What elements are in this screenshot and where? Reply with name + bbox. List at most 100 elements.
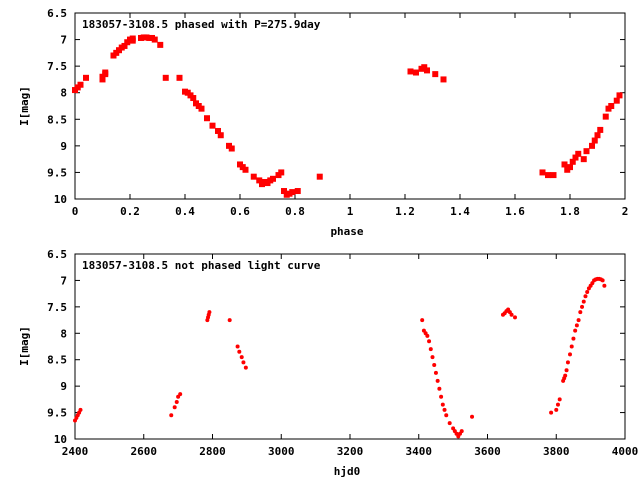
phased-y-tick-label: 7: [60, 34, 67, 47]
unphased-y-tick-label: 9.5: [47, 407, 67, 420]
unphased-data-point: [555, 402, 560, 407]
unphased-data-point: [571, 336, 576, 341]
phased-data-point: [575, 150, 582, 157]
phased-y-tick-label: 8: [60, 87, 67, 100]
unphased-data-point: [554, 407, 559, 412]
phased-x-tick-label: 1.2: [395, 205, 415, 218]
phased-data-point: [613, 97, 620, 104]
unphased-x-axis-label: hjd0: [334, 465, 361, 478]
phased-data-point: [129, 37, 136, 44]
phased-data-point: [176, 74, 183, 81]
unphased-data-point: [243, 365, 248, 370]
unphased-x-tick-label: 3600: [474, 445, 501, 458]
unphased-plot-frame: [74, 253, 626, 440]
unphased-data-point: [237, 349, 242, 354]
unphased-y-tick-label: 8.5: [47, 354, 67, 367]
unphased-x-tick-label: 2600: [131, 445, 158, 458]
unphased-data-point: [573, 328, 578, 333]
phased-data-point: [616, 92, 623, 99]
phased-data-point: [539, 169, 546, 176]
phased-x-tick-label: 1.6: [505, 205, 525, 218]
phased-x-tick-label: 1.4: [450, 205, 470, 218]
unphased-y-tick-label: 10: [54, 433, 67, 446]
phased-data-point: [561, 161, 568, 168]
unphased-data-point: [574, 323, 579, 328]
unphased-data-point: [583, 294, 588, 299]
phased-data-point: [102, 69, 109, 76]
unphased-x-tick-label: 4000: [612, 445, 639, 458]
phased-data-point: [157, 41, 164, 48]
phased-x-tick-label: 2: [622, 205, 629, 218]
phased-data-point: [190, 95, 197, 102]
phased-data-point: [580, 156, 587, 163]
phased-data-point: [270, 175, 276, 182]
phased-chart-title: 183057-3108.5 phased with P=275.9day: [82, 18, 321, 31]
phased-data-point: [204, 115, 210, 122]
unphased-data-point: [432, 363, 437, 367]
phased-y-tick-label: 7.5: [47, 60, 67, 73]
phased-y-tick-label: 9.5: [47, 166, 67, 179]
phased-y-tick-label: 8.5: [47, 113, 67, 126]
phased-data-point: [545, 172, 551, 179]
unphased-axis-ticks: 2400 2600 2800 3000 3200 3400 3600 3800 4000 6.5 7…: [47, 248, 638, 458]
unphased-data-point: [172, 405, 177, 410]
unphased-data-point: [447, 421, 452, 426]
unphased-data-point: [433, 370, 438, 375]
unphased-data-point: [207, 310, 212, 315]
unphased-data-point: [440, 402, 445, 407]
phased-data-point: [424, 67, 430, 74]
phased-data-point: [281, 188, 287, 195]
phased-x-tick-label: 0.6: [230, 205, 250, 218]
unphased-y-tick-label: 7.5: [47, 301, 67, 314]
phased-data-point: [316, 173, 323, 180]
phased-data-point: [215, 127, 221, 134]
unphased-data-point: [78, 407, 83, 412]
unphased-data-point: [509, 312, 514, 317]
unphased-y-tick-label: 6.5: [47, 248, 67, 261]
unphased-y-tick-label: 9: [60, 380, 67, 393]
phased-data-point: [407, 68, 414, 75]
unphased-data-point: [513, 315, 517, 320]
phased-data-point: [421, 64, 428, 71]
unphased-data-point: [435, 378, 440, 383]
phased-data-point: [432, 71, 439, 78]
phased-data-point: [198, 105, 205, 112]
unphased-data-point: [602, 283, 607, 288]
phased-x-tick-label: 0.8: [285, 205, 305, 218]
unphased-data-point: [580, 304, 585, 309]
phased-data-point: [256, 177, 263, 184]
unphased-x-tick-label: 3400: [406, 445, 433, 458]
phased-data-point: [413, 69, 419, 76]
phased-data-point: [608, 103, 615, 109]
unphased-chart-panel: 2400 2600 2800 3000 3200 3400 3600 3800 4000 6.5 7…: [18, 248, 638, 478]
phased-data-point: [77, 81, 84, 88]
unphased-x-tick-label: 3000: [268, 445, 295, 458]
phased-data-point: [569, 158, 576, 165]
unphased-data-point: [439, 394, 444, 399]
unphased-x-tick-label: 2800: [199, 445, 226, 458]
unphased-data-point: [178, 392, 183, 397]
phased-y-tick-label: 6.5: [47, 7, 67, 20]
phased-data-point: [589, 142, 595, 149]
phased-axis-ticks: 0 0.2 0.4 0.6 0.8 1 1.2 1.4 1.6 1.8 2 6.5 7 7.5 8 8.5 9 9…: [47, 7, 628, 218]
unphased-data-point: [565, 360, 570, 365]
unphased-data-point: [564, 368, 569, 373]
phased-x-tick-label: 0: [72, 205, 79, 218]
unphased-x-tick-label: 3200: [337, 445, 364, 458]
phased-x-tick-label: 1.8: [560, 205, 580, 218]
unphased-y-tick-label: 8: [60, 327, 67, 340]
unphased-data-point: [169, 413, 174, 418]
unphased-data-point: [576, 318, 581, 323]
unphased-data-point: [578, 310, 583, 315]
phased-data-point: [572, 154, 579, 161]
phased-data-point: [591, 137, 598, 144]
phased-data-point: [121, 42, 128, 49]
phased-data-point: [83, 74, 89, 81]
unphased-data-point: [174, 400, 179, 404]
unphased-data-point: [444, 413, 449, 418]
phased-data-point: [151, 36, 158, 43]
phased-x-axis-label: phase: [330, 225, 363, 238]
phased-data-point: [597, 126, 604, 133]
unphased-data-points: [73, 276, 607, 439]
